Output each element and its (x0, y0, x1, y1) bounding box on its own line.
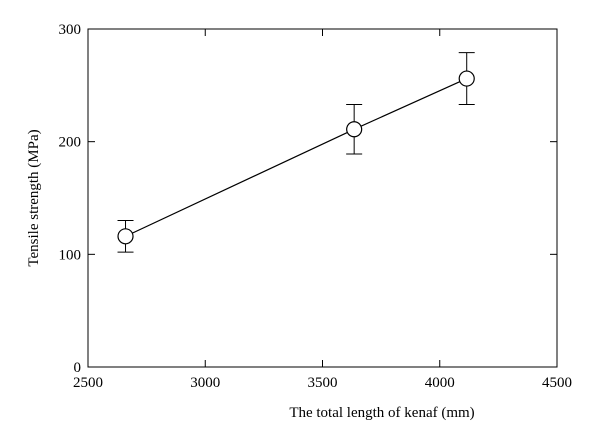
x-axis-label: The total length of kenaf (mm) (289, 405, 474, 421)
x-tick-label: 3500 (308, 375, 338, 391)
line (125, 78, 467, 237)
x-tick-label: 2500 (73, 375, 103, 391)
y-axis-label: Tensile strength (MPa) (26, 129, 42, 266)
plot-frame (87, 28, 558, 368)
marker (458, 70, 475, 87)
y-tick-label: 0 (74, 360, 82, 376)
x-tick-label: 3000 (190, 375, 220, 391)
x-tick-label: 4000 (425, 375, 455, 391)
marker (346, 121, 363, 138)
x-tick-label: 4500 (542, 375, 572, 391)
y-tick-label: 100 (59, 247, 82, 263)
y-tick-label: 300 (59, 22, 82, 38)
y-tick-label: 200 (59, 135, 82, 151)
marker (117, 228, 134, 245)
